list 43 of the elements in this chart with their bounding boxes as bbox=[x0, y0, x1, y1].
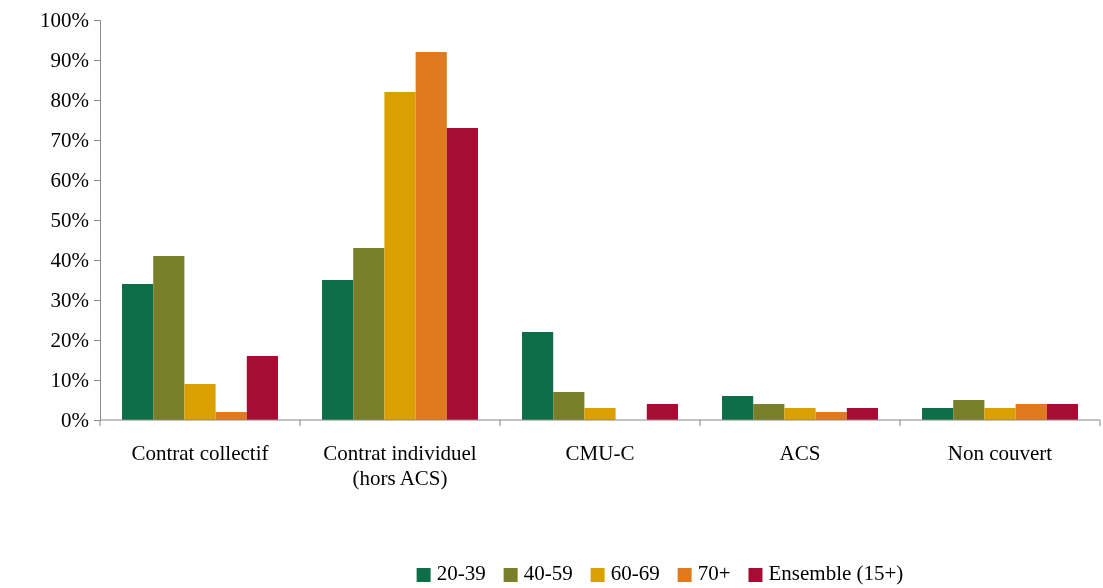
legend-label: Ensemble (15+) bbox=[768, 561, 904, 585]
x-tick-label: CMU-C bbox=[565, 441, 635, 465]
bar bbox=[122, 284, 154, 420]
bar bbox=[522, 332, 554, 420]
x-tick-label: Contrat individuel (hors ACS) bbox=[323, 441, 477, 491]
y-tick-label: 30% bbox=[50, 288, 89, 313]
bar bbox=[1015, 404, 1047, 420]
bar bbox=[846, 408, 878, 420]
y-tick-label: 90% bbox=[50, 48, 89, 73]
bar bbox=[584, 408, 616, 420]
bar bbox=[446, 128, 478, 420]
bar bbox=[753, 404, 785, 420]
bar bbox=[246, 356, 278, 420]
y-tick-label: 10% bbox=[50, 368, 89, 393]
bar bbox=[1046, 404, 1078, 420]
bar bbox=[384, 92, 416, 420]
y-tick-label: 60% bbox=[50, 168, 89, 193]
bar bbox=[722, 396, 754, 420]
bar bbox=[646, 404, 678, 420]
y-tick-label: 0% bbox=[61, 408, 89, 433]
x-tick-label: ACS bbox=[779, 441, 821, 465]
y-tick-label: 100% bbox=[40, 8, 89, 33]
bar bbox=[322, 280, 354, 420]
x-tick-label: Non couvert bbox=[947, 441, 1053, 465]
y-tick-label: 40% bbox=[50, 248, 89, 273]
bar bbox=[553, 392, 585, 420]
bar bbox=[984, 408, 1016, 420]
bar bbox=[922, 408, 954, 420]
x-tick-label: Contrat collectif bbox=[131, 441, 269, 465]
bar bbox=[415, 52, 447, 420]
bar bbox=[184, 384, 216, 420]
y-tick-label: 50% bbox=[50, 208, 89, 233]
bar bbox=[353, 248, 385, 420]
y-tick-label: 20% bbox=[50, 328, 89, 353]
bar bbox=[153, 256, 185, 420]
legend-label: 60-69 bbox=[610, 561, 660, 585]
bar bbox=[784, 408, 816, 420]
bar bbox=[953, 400, 985, 420]
y-tick-label: 80% bbox=[50, 88, 89, 113]
legend-label: 20-39 bbox=[436, 561, 486, 585]
legend-label: 70+ bbox=[697, 561, 731, 585]
y-tick-label: 70% bbox=[50, 128, 89, 153]
legend-label: 40-59 bbox=[523, 561, 573, 585]
